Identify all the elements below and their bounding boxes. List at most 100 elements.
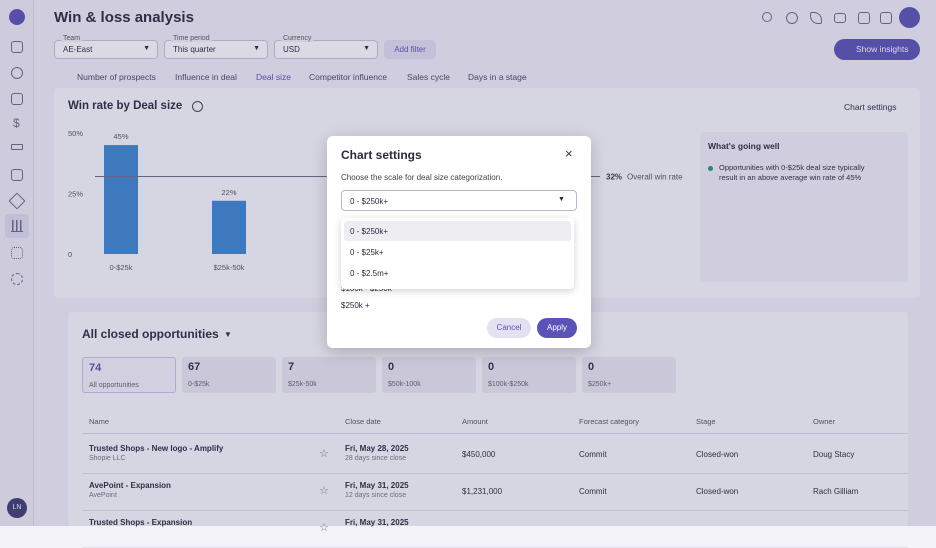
cell: Fri, May 28, 2025	[345, 444, 409, 453]
reference-text: Overall win rate	[627, 173, 683, 182]
page-title: Win & loss analysis	[54, 9, 194, 26]
filter-value: This quarter	[173, 45, 216, 54]
logo[interactable]	[9, 9, 25, 25]
filter-value: USD	[283, 45, 300, 54]
behind-text: $250k +	[341, 301, 370, 310]
y-tick-label: 50%	[68, 129, 83, 138]
x-tick-label: $25k-50k	[214, 263, 245, 272]
sidebar: $ LN	[0, 0, 34, 526]
cell: $450,000	[462, 450, 496, 459]
table-header	[82, 408, 908, 434]
dropdown-option[interactable]: 0 - $2.5m+	[350, 269, 389, 278]
tab[interactable]: Sales cycle	[407, 72, 450, 82]
column-header: Owner	[813, 417, 836, 426]
column-header: Close date	[345, 417, 381, 426]
chart-title: Win rate by Deal size	[68, 100, 183, 112]
nav-icon[interactable]	[11, 169, 23, 181]
dropdown-option[interactable]: 0 - $25k+	[350, 248, 384, 257]
star-icon[interactable]: ☆	[319, 448, 329, 460]
filter[interactable]: Team AE-East ▼	[54, 35, 158, 59]
cell-sub: 28 days since close	[345, 455, 407, 462]
filter[interactable]: Time period This quarter ▼	[164, 35, 268, 59]
box-icon[interactable]	[880, 12, 892, 24]
column-header: Amount	[462, 417, 488, 426]
nav-icon[interactable]	[11, 247, 23, 259]
stat-tile[interactable]: 74 All opportunities	[82, 357, 176, 393]
column-header: Forecast category	[579, 417, 640, 426]
tile-label: $250k+	[588, 381, 612, 388]
header-icons	[762, 12, 902, 24]
y-tick-label: 0	[68, 250, 72, 259]
modal-title: Chart settings	[341, 148, 422, 162]
cell: Trusted Shops - New logo - Amplify	[89, 444, 224, 453]
nav-icon[interactable]	[11, 220, 23, 232]
bar	[104, 145, 138, 254]
x-tick-label: 0-$25k	[110, 263, 133, 272]
dropdown-caret[interactable]: ▼	[224, 330, 232, 339]
stat-tile[interactable]: 0 $250k+	[582, 357, 676, 393]
stat-tile[interactable]: 7 $25k-50k	[282, 357, 376, 393]
filter[interactable]: Currency USD ▼	[274, 35, 378, 59]
tab[interactable]: Deal size	[256, 72, 291, 82]
tile-label: $50k-100k	[388, 381, 421, 388]
close-button[interactable]: ×	[565, 146, 573, 161]
stat-tile[interactable]: 0 $50k-100k	[382, 357, 476, 393]
cell: Closed-won	[696, 450, 739, 459]
search-icon[interactable]	[762, 12, 772, 22]
scale-select[interactable]: 0 - $250k+	[341, 190, 577, 211]
nav-icon[interactable]	[11, 93, 23, 105]
opps-title[interactable]: All closed opportunities	[82, 327, 219, 341]
insights-panel	[700, 132, 908, 282]
phone-icon[interactable]	[810, 12, 822, 24]
column-header: Stage	[696, 417, 716, 426]
tile-label: 0-$25k	[188, 381, 210, 388]
cell: Rach Gilliam	[813, 487, 859, 496]
show-insights[interactable]: Show insights	[834, 39, 920, 60]
tab[interactable]: Influence in deal	[175, 72, 237, 82]
apply-button[interactable]: Apply	[537, 318, 577, 338]
filter-label: Time period	[171, 35, 212, 42]
quick-action[interactable]	[899, 7, 920, 28]
mail-icon[interactable]	[834, 13, 846, 23]
bar-chart: 0 25% 50% 45% 0-$25k 22% $25k-50k 32% Overall wi…	[68, 129, 683, 272]
cell: Fri, May 31, 2025	[345, 518, 409, 527]
avatar[interactable]: LN	[7, 498, 27, 518]
add-filter[interactable]: Add filter	[384, 40, 436, 59]
help-icon[interactable]	[786, 12, 798, 24]
cell: Doug Stacy	[813, 450, 855, 459]
tile-count: 0	[388, 361, 395, 373]
cell: Commit	[579, 450, 607, 459]
chart-settings[interactable]: Chart settings	[844, 102, 897, 112]
calendar-icon[interactable]	[858, 12, 870, 24]
tab[interactable]: Number of prospects	[77, 72, 156, 82]
stat-tile[interactable]: 0 $100k-$250k	[482, 357, 576, 393]
info-icon[interactable]	[192, 101, 203, 112]
cancel-button[interactable]: Cancel	[487, 318, 531, 338]
tab[interactable]: Days in a stage	[468, 72, 527, 82]
row-divider	[82, 473, 908, 474]
dropdown-menu: 0 - $250k+ 0 - $25k+ 0 - $2.5m+	[341, 218, 574, 289]
dropdown-option[interactable]: 0 - $250k+	[344, 221, 571, 241]
tile-label: $25k-50k	[288, 381, 317, 388]
cell: AvePoint - Expansion	[89, 481, 171, 490]
tile-count: 67	[188, 361, 201, 373]
nav-icon[interactable]	[11, 273, 23, 285]
star-icon[interactable]: ☆	[319, 485, 329, 497]
nav-icon[interactable]	[11, 67, 23, 79]
cell: $1,231,000	[462, 487, 503, 496]
nav-icon[interactable]	[11, 144, 23, 150]
stat-tile[interactable]: 67 0-$25k	[182, 357, 276, 393]
nav-icon[interactable]: $	[13, 116, 20, 130]
reference-label: 32%	[606, 173, 622, 182]
value-label: 22%	[221, 188, 236, 197]
filter-label: Currency	[281, 35, 314, 42]
nav-icon[interactable]	[11, 41, 23, 53]
bar	[212, 200, 246, 254]
column-header: Name	[89, 417, 110, 426]
tab[interactable]: Competitor influence	[309, 72, 387, 82]
tile-count: 0	[488, 361, 495, 373]
cell-sub: AvePoint	[89, 492, 117, 499]
modal-description: Choose the scale for deal size categoriz…	[341, 173, 503, 182]
tile-label: All opportunities	[89, 382, 139, 389]
